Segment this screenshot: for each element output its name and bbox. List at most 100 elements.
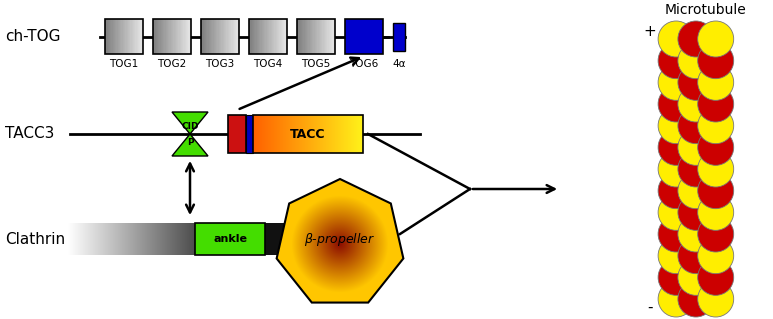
Bar bbox=[312, 19, 314, 54]
Bar bbox=[135, 19, 137, 54]
Bar bbox=[253, 19, 254, 54]
Bar bbox=[175, 19, 177, 54]
Text: $\beta$-propeller: $\beta$-propeller bbox=[305, 231, 376, 248]
Bar bbox=[133, 19, 135, 54]
Bar bbox=[209, 19, 211, 54]
Bar bbox=[255, 19, 257, 54]
Bar bbox=[138, 19, 139, 54]
Bar bbox=[303, 19, 305, 54]
Bar bbox=[253, 115, 363, 153]
Bar bbox=[316, 19, 317, 54]
Bar bbox=[227, 19, 229, 54]
Bar bbox=[310, 19, 311, 54]
Bar bbox=[235, 19, 237, 54]
Bar bbox=[206, 19, 207, 54]
Bar bbox=[127, 19, 128, 54]
Bar bbox=[111, 19, 113, 54]
Circle shape bbox=[698, 86, 734, 122]
Bar bbox=[114, 19, 115, 54]
Bar bbox=[220, 19, 221, 54]
Bar bbox=[322, 19, 324, 54]
Circle shape bbox=[678, 259, 714, 295]
Bar bbox=[297, 19, 335, 54]
Text: 4α: 4α bbox=[392, 59, 406, 69]
Bar bbox=[297, 19, 298, 54]
Circle shape bbox=[658, 86, 694, 122]
Bar bbox=[181, 19, 182, 54]
Bar bbox=[225, 19, 226, 54]
Bar bbox=[305, 19, 306, 54]
Bar bbox=[162, 19, 163, 54]
Bar bbox=[211, 19, 213, 54]
Bar bbox=[254, 19, 255, 54]
Bar bbox=[269, 19, 271, 54]
Bar bbox=[219, 19, 220, 54]
Bar bbox=[129, 19, 131, 54]
Bar bbox=[329, 19, 330, 54]
Bar bbox=[279, 19, 281, 54]
Bar bbox=[264, 19, 265, 54]
Circle shape bbox=[678, 86, 714, 122]
Bar bbox=[325, 19, 326, 54]
Bar bbox=[302, 19, 303, 54]
Bar bbox=[179, 19, 181, 54]
Text: ch-TOG: ch-TOG bbox=[5, 29, 60, 44]
Bar bbox=[201, 19, 203, 54]
Bar bbox=[185, 19, 186, 54]
Text: CID: CID bbox=[181, 122, 199, 131]
Bar bbox=[261, 19, 262, 54]
Bar bbox=[324, 19, 325, 54]
Bar bbox=[265, 19, 267, 54]
Bar bbox=[155, 19, 157, 54]
Circle shape bbox=[678, 151, 714, 187]
Bar bbox=[238, 19, 239, 54]
Bar bbox=[315, 19, 316, 54]
Bar bbox=[107, 19, 109, 54]
Circle shape bbox=[658, 216, 694, 252]
Bar bbox=[311, 19, 312, 54]
Circle shape bbox=[678, 216, 714, 252]
Bar bbox=[284, 19, 286, 54]
Circle shape bbox=[658, 129, 694, 165]
Bar bbox=[216, 19, 217, 54]
Bar bbox=[224, 19, 225, 54]
Bar bbox=[272, 19, 273, 54]
Circle shape bbox=[698, 64, 734, 100]
Text: TOG2: TOG2 bbox=[158, 59, 186, 69]
Bar bbox=[186, 19, 187, 54]
Text: TOG5: TOG5 bbox=[301, 59, 331, 69]
Bar bbox=[105, 19, 106, 54]
Circle shape bbox=[658, 238, 694, 274]
Bar bbox=[119, 19, 120, 54]
Bar bbox=[393, 23, 405, 50]
Bar bbox=[139, 19, 141, 54]
Bar bbox=[115, 19, 117, 54]
Circle shape bbox=[658, 108, 694, 144]
Circle shape bbox=[678, 173, 714, 209]
Text: -: - bbox=[647, 300, 652, 315]
Circle shape bbox=[678, 108, 714, 144]
Circle shape bbox=[678, 281, 714, 317]
Circle shape bbox=[678, 21, 714, 57]
Bar bbox=[258, 19, 259, 54]
Bar bbox=[105, 19, 143, 54]
Circle shape bbox=[658, 43, 694, 79]
Circle shape bbox=[698, 281, 734, 317]
Bar bbox=[153, 19, 155, 54]
Bar bbox=[177, 19, 179, 54]
Circle shape bbox=[698, 108, 734, 144]
Bar bbox=[263, 19, 264, 54]
Bar bbox=[189, 19, 191, 54]
Bar bbox=[157, 19, 158, 54]
Bar bbox=[163, 19, 165, 54]
Bar bbox=[117, 19, 119, 54]
Bar bbox=[281, 19, 282, 54]
Bar bbox=[173, 19, 175, 54]
Circle shape bbox=[658, 21, 694, 57]
Circle shape bbox=[698, 259, 734, 295]
Bar bbox=[334, 19, 335, 54]
Bar bbox=[167, 19, 169, 54]
Circle shape bbox=[698, 238, 734, 274]
Bar bbox=[230, 19, 231, 54]
Bar bbox=[262, 19, 263, 54]
